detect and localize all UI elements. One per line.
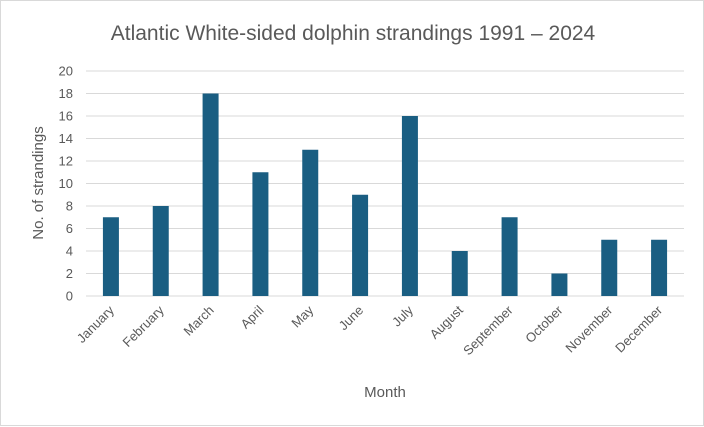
y-tick-label: 0 xyxy=(66,289,73,304)
chart-title: Atlantic White-sided dolphin strandings … xyxy=(111,22,596,45)
x-tick-label: August xyxy=(427,302,466,341)
x-tick-label: December xyxy=(612,302,665,355)
x-tick-label: September xyxy=(460,302,516,358)
x-tick-label: February xyxy=(119,302,167,350)
gridlines xyxy=(86,70,684,297)
bar-september xyxy=(501,217,518,296)
bar-march xyxy=(202,93,219,296)
y-tick-label: 18 xyxy=(59,86,73,101)
x-tick-label: June xyxy=(336,303,367,334)
y-axis-title: No. of strandings xyxy=(30,126,47,239)
x-tick-label: November xyxy=(562,302,615,355)
bar-august xyxy=(451,251,468,296)
x-tick-label: October xyxy=(522,302,566,346)
bar-november xyxy=(601,239,618,296)
y-tick-label: 16 xyxy=(59,109,73,124)
x-axis-title: Month xyxy=(364,384,406,401)
y-tick-label: 6 xyxy=(66,221,73,236)
y-tick-label: 10 xyxy=(59,176,73,191)
y-tick-label: 8 xyxy=(66,199,73,214)
bar-july xyxy=(401,116,418,296)
y-tick-label: 14 xyxy=(59,131,73,146)
y-axis-ticks: 0 2 4 6 8 10 12 14 16 18 20 xyxy=(59,64,73,304)
x-tick-label: January xyxy=(74,302,118,346)
bar-december xyxy=(651,239,668,296)
bar-february xyxy=(152,206,169,296)
y-tick-label: 4 xyxy=(66,244,73,259)
x-axis-ticks: January February March April May June July Augu… xyxy=(74,302,666,358)
y-tick-label: 2 xyxy=(66,266,73,281)
x-tick-label: July xyxy=(389,302,416,329)
bar-june xyxy=(352,194,369,296)
bar-april xyxy=(252,172,269,296)
bars xyxy=(102,93,668,296)
bar-may xyxy=(302,149,319,296)
x-tick-label: April xyxy=(238,302,267,331)
y-tick-label: 20 xyxy=(59,64,73,79)
bar-october xyxy=(551,273,568,296)
x-tick-label: March xyxy=(181,303,217,339)
y-tick-label: 12 xyxy=(59,154,73,169)
x-tick-label: May xyxy=(288,302,316,330)
bar-january xyxy=(102,217,119,296)
